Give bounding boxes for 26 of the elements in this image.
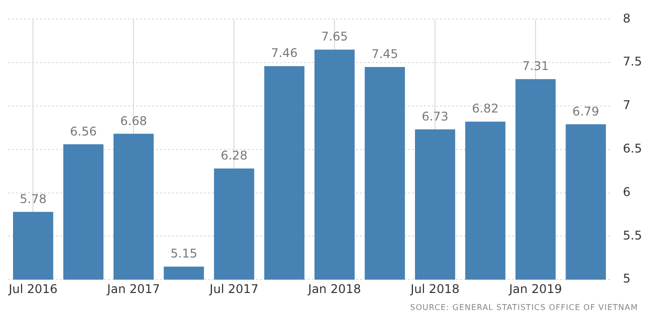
y-tick-label: 6 <box>622 184 631 199</box>
data-label: 6.56 <box>70 124 97 138</box>
data-label: 6.68 <box>120 114 147 128</box>
y-tick-label: 6.5 <box>622 142 642 156</box>
data-label: 7.45 <box>371 47 398 62</box>
y-tick-label: 8 <box>622 11 631 26</box>
x-tick-label: Jul 2017 <box>208 282 259 296</box>
source-note: SOURCE: GENERAL STATISTICS OFFICE OF VIETNAM <box>409 303 638 312</box>
y-tick-label: 5.5 <box>622 228 642 242</box>
x-tick-label: Jan 2018 <box>307 282 362 296</box>
data-label: 6.28 <box>220 148 248 163</box>
data-label: 5.15 <box>170 246 198 261</box>
data-label: 7.46 <box>270 46 298 60</box>
x-tick-label: Jan 2017 <box>106 282 160 296</box>
data-label: 5.78 <box>20 192 46 206</box>
data-label: 6.73 <box>422 110 448 124</box>
y-tick-label: 7 <box>622 98 631 112</box>
x-tick-label: Jul 2016 <box>8 282 58 296</box>
x-tick-label: Jan 2019 <box>508 282 562 296</box>
y-tick-label: 5 <box>622 272 631 286</box>
data-label: 7.65 <box>321 30 348 44</box>
data-label: 7.31 <box>522 59 549 74</box>
data-label: 6.79 <box>572 104 600 118</box>
data-label: 6.82 <box>472 102 499 116</box>
y-tick-label: 7.5 <box>622 54 642 69</box>
x-tick-label: Jul 2018 <box>410 282 460 296</box>
